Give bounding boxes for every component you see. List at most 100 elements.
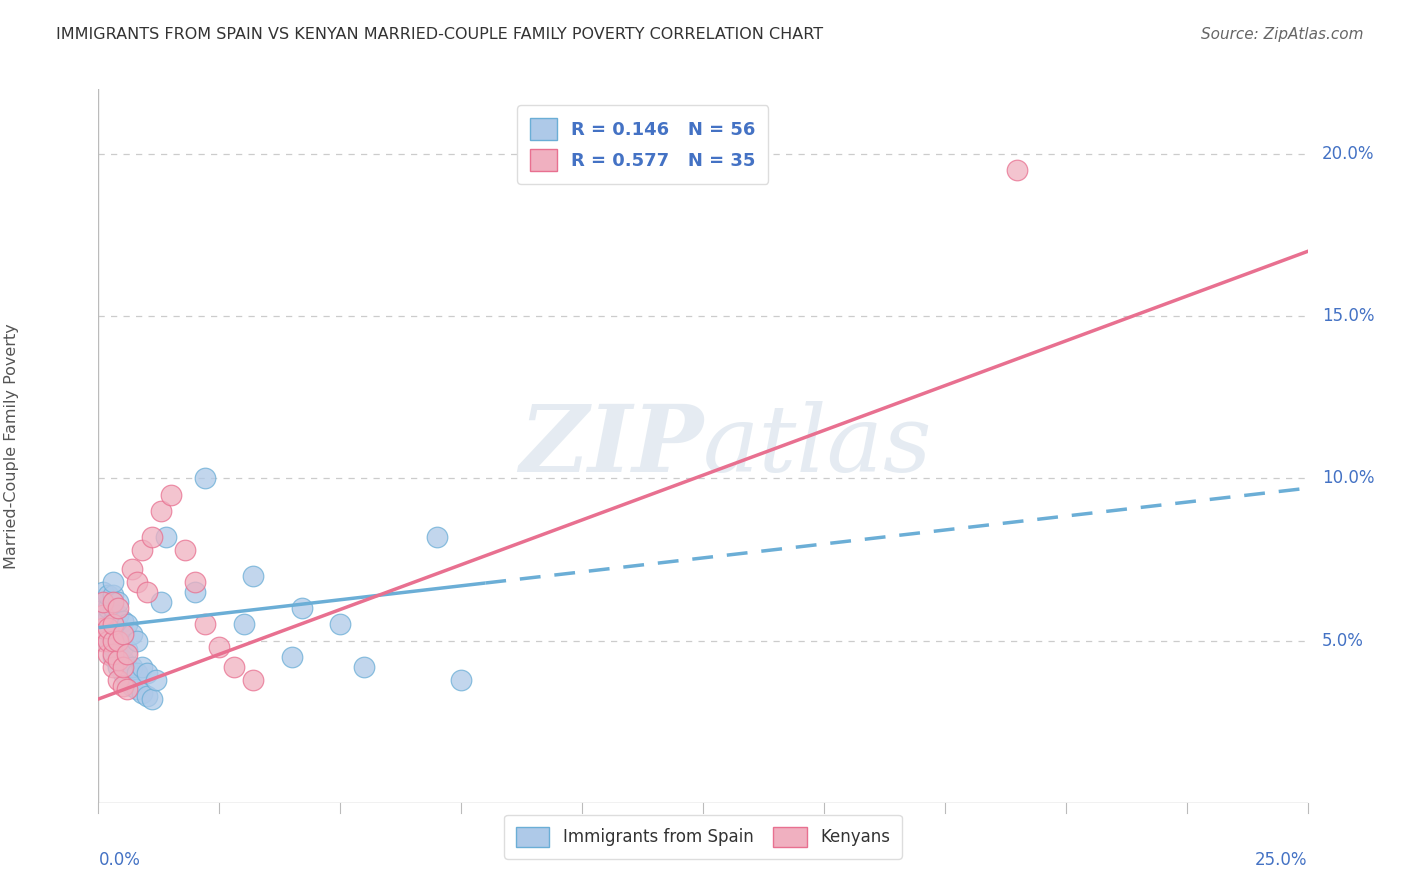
Text: Source: ZipAtlas.com: Source: ZipAtlas.com xyxy=(1201,27,1364,42)
Point xyxy=(121,562,143,576)
Point xyxy=(101,627,124,641)
Text: 10.0%: 10.0% xyxy=(1322,469,1375,487)
Point xyxy=(127,633,149,648)
Legend: Immigrants from Spain, Kenyans: Immigrants from Spain, Kenyans xyxy=(505,815,901,859)
Point xyxy=(121,659,143,673)
Point xyxy=(450,673,472,687)
Point xyxy=(131,659,153,673)
Point xyxy=(127,682,149,697)
Point xyxy=(101,575,124,590)
Point xyxy=(232,617,254,632)
Point xyxy=(97,633,120,648)
Point xyxy=(127,575,149,590)
Point xyxy=(111,666,134,681)
Point xyxy=(91,621,114,635)
Point xyxy=(135,689,157,703)
Point xyxy=(91,617,114,632)
Point xyxy=(97,588,120,602)
Point xyxy=(111,627,134,641)
Point xyxy=(135,585,157,599)
Point xyxy=(107,621,129,635)
Point xyxy=(194,617,217,632)
Point xyxy=(97,611,120,625)
Text: Married-Couple Family Poverty: Married-Couple Family Poverty xyxy=(4,323,18,569)
Point xyxy=(107,595,129,609)
Point xyxy=(107,601,129,615)
Point xyxy=(117,647,139,661)
Point xyxy=(141,692,163,706)
Point xyxy=(101,617,124,632)
Point xyxy=(184,575,207,590)
Point xyxy=(101,595,124,609)
Point xyxy=(131,542,153,557)
Point xyxy=(111,653,134,667)
Text: 25.0%: 25.0% xyxy=(1256,852,1308,870)
Point xyxy=(155,530,177,544)
Point xyxy=(91,607,114,622)
Point xyxy=(150,595,173,609)
Point xyxy=(101,601,124,615)
Point xyxy=(107,673,129,687)
Point xyxy=(107,633,129,648)
Point xyxy=(107,659,129,673)
Point xyxy=(91,595,114,609)
Point xyxy=(127,666,149,681)
Point xyxy=(281,649,304,664)
Point xyxy=(107,607,129,622)
Point xyxy=(290,601,312,615)
Point xyxy=(353,659,375,673)
Point xyxy=(174,542,197,557)
Point xyxy=(101,588,124,602)
Point xyxy=(91,595,114,609)
Text: atlas: atlas xyxy=(703,401,932,491)
Point xyxy=(111,614,134,628)
Point xyxy=(107,633,129,648)
Text: 5.0%: 5.0% xyxy=(1322,632,1364,649)
Point xyxy=(141,530,163,544)
Point xyxy=(194,471,217,485)
Point xyxy=(208,640,231,654)
Point xyxy=(160,488,183,502)
Point xyxy=(97,624,120,638)
Point xyxy=(97,647,120,661)
Point xyxy=(91,585,114,599)
Point xyxy=(107,647,129,661)
Point xyxy=(1007,163,1029,178)
Point xyxy=(121,627,143,641)
Point xyxy=(101,633,124,648)
Point xyxy=(117,682,139,697)
Text: ZIP: ZIP xyxy=(519,401,703,491)
Point xyxy=(97,633,120,648)
Point xyxy=(242,673,264,687)
Text: 20.0%: 20.0% xyxy=(1322,145,1375,163)
Point xyxy=(101,649,124,664)
Point xyxy=(101,647,124,661)
Point xyxy=(117,617,139,632)
Point xyxy=(97,621,120,635)
Point xyxy=(111,627,134,641)
Point xyxy=(107,653,129,667)
Point xyxy=(150,504,173,518)
Point xyxy=(135,666,157,681)
Point xyxy=(145,673,167,687)
Point xyxy=(222,659,245,673)
Point xyxy=(131,685,153,699)
Text: 15.0%: 15.0% xyxy=(1322,307,1375,326)
Point xyxy=(91,633,114,648)
Point xyxy=(111,640,134,654)
Text: 0.0%: 0.0% xyxy=(98,852,141,870)
Point xyxy=(101,659,124,673)
Point xyxy=(101,614,124,628)
Point xyxy=(111,679,134,693)
Point xyxy=(121,679,143,693)
Text: IMMIGRANTS FROM SPAIN VS KENYAN MARRIED-COUPLE FAMILY POVERTY CORRELATION CHART: IMMIGRANTS FROM SPAIN VS KENYAN MARRIED-… xyxy=(56,27,824,42)
Point xyxy=(101,640,124,654)
Point xyxy=(117,673,139,687)
Point xyxy=(117,643,139,657)
Point xyxy=(111,659,134,673)
Point xyxy=(91,607,114,622)
Point xyxy=(117,659,139,673)
Point xyxy=(329,617,352,632)
Point xyxy=(242,568,264,582)
Point xyxy=(426,530,449,544)
